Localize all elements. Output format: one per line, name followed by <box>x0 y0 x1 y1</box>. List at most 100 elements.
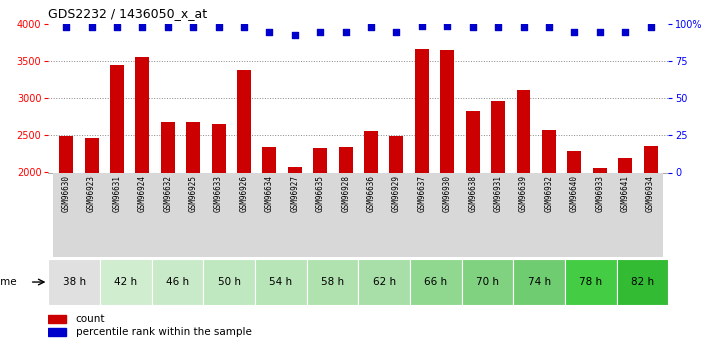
Bar <box>237 70 251 321</box>
Text: GSM96930: GSM96930 <box>443 175 451 212</box>
Bar <box>308 172 333 257</box>
Bar <box>161 122 175 321</box>
Bar <box>212 124 225 321</box>
Text: GSM96934: GSM96934 <box>646 175 655 212</box>
Text: GSM96924: GSM96924 <box>138 175 147 212</box>
Bar <box>105 172 129 257</box>
Point <box>543 24 555 30</box>
Bar <box>616 259 668 305</box>
Point <box>391 29 402 34</box>
Point <box>416 23 427 28</box>
Point <box>314 29 326 34</box>
Text: 62 h: 62 h <box>373 277 396 287</box>
Text: GSM96632: GSM96632 <box>164 175 172 212</box>
Bar <box>364 131 378 321</box>
Point <box>518 24 529 30</box>
Text: 50 h: 50 h <box>218 277 241 287</box>
Bar <box>48 328 66 336</box>
Text: GSM96630: GSM96630 <box>62 175 70 212</box>
Bar <box>491 101 505 321</box>
Bar <box>85 138 99 321</box>
Bar <box>434 172 460 257</box>
Bar <box>618 158 632 321</box>
Text: GSM96637: GSM96637 <box>417 175 427 212</box>
Bar <box>59 136 73 321</box>
Point <box>238 24 250 30</box>
Text: GSM96640: GSM96640 <box>570 175 579 212</box>
Point <box>137 24 148 30</box>
Bar <box>542 130 556 321</box>
Bar <box>516 90 530 321</box>
Bar <box>567 151 582 321</box>
Bar <box>135 57 149 321</box>
Point <box>442 23 453 28</box>
Bar <box>151 259 203 305</box>
Bar <box>562 172 587 257</box>
Point <box>493 24 504 30</box>
Text: percentile rank within the sample: percentile rank within the sample <box>76 327 252 337</box>
Text: GSM96635: GSM96635 <box>316 175 325 212</box>
Bar <box>255 259 306 305</box>
Bar <box>48 315 66 323</box>
Bar <box>440 50 454 321</box>
Text: GSM96929: GSM96929 <box>392 175 401 212</box>
Bar <box>384 172 409 257</box>
Bar <box>593 168 606 321</box>
Bar <box>510 172 536 257</box>
Bar <box>155 172 181 257</box>
Bar <box>565 259 616 305</box>
Text: GSM96641: GSM96641 <box>621 175 630 212</box>
Bar <box>203 259 255 305</box>
Bar <box>79 172 105 257</box>
Point <box>264 29 275 34</box>
Bar <box>409 172 434 257</box>
Text: 70 h: 70 h <box>476 277 499 287</box>
Text: GSM96933: GSM96933 <box>595 175 604 212</box>
Point <box>213 24 224 30</box>
Bar <box>460 172 486 257</box>
Text: GSM96932: GSM96932 <box>545 175 553 212</box>
Bar <box>638 172 663 257</box>
Point <box>289 32 301 37</box>
Text: GSM96931: GSM96931 <box>493 175 503 212</box>
Point <box>60 24 72 30</box>
Text: 42 h: 42 h <box>114 277 137 287</box>
Point <box>645 24 656 30</box>
Point <box>594 29 606 34</box>
Bar <box>466 111 480 321</box>
Point <box>619 29 631 34</box>
Bar <box>612 172 638 257</box>
Point <box>162 24 173 30</box>
Text: 58 h: 58 h <box>321 277 344 287</box>
Text: GSM96923: GSM96923 <box>87 175 96 212</box>
Bar <box>100 259 151 305</box>
Text: 74 h: 74 h <box>528 277 551 287</box>
Bar <box>513 259 565 305</box>
Bar <box>181 172 206 257</box>
Point <box>86 24 97 30</box>
Bar <box>415 49 429 321</box>
Bar <box>536 172 562 257</box>
Bar <box>257 172 282 257</box>
Text: GSM96631: GSM96631 <box>112 175 122 212</box>
Text: GSM96927: GSM96927 <box>290 175 299 212</box>
Bar <box>282 172 308 257</box>
Point <box>467 24 479 30</box>
Bar <box>643 146 658 321</box>
Bar <box>206 172 231 257</box>
Text: count: count <box>76 314 105 324</box>
Text: 54 h: 54 h <box>269 277 292 287</box>
Text: GSM96928: GSM96928 <box>341 175 350 212</box>
Text: GSM96638: GSM96638 <box>468 175 477 212</box>
Text: GSM96925: GSM96925 <box>188 175 198 212</box>
Bar <box>338 147 353 321</box>
Text: GSM96926: GSM96926 <box>240 175 249 212</box>
Point <box>111 24 122 30</box>
Bar <box>262 147 277 321</box>
Bar <box>587 172 612 257</box>
Point <box>569 29 580 34</box>
Text: 78 h: 78 h <box>579 277 602 287</box>
Bar <box>110 65 124 321</box>
Text: GSM96634: GSM96634 <box>265 175 274 212</box>
Text: 82 h: 82 h <box>631 277 654 287</box>
